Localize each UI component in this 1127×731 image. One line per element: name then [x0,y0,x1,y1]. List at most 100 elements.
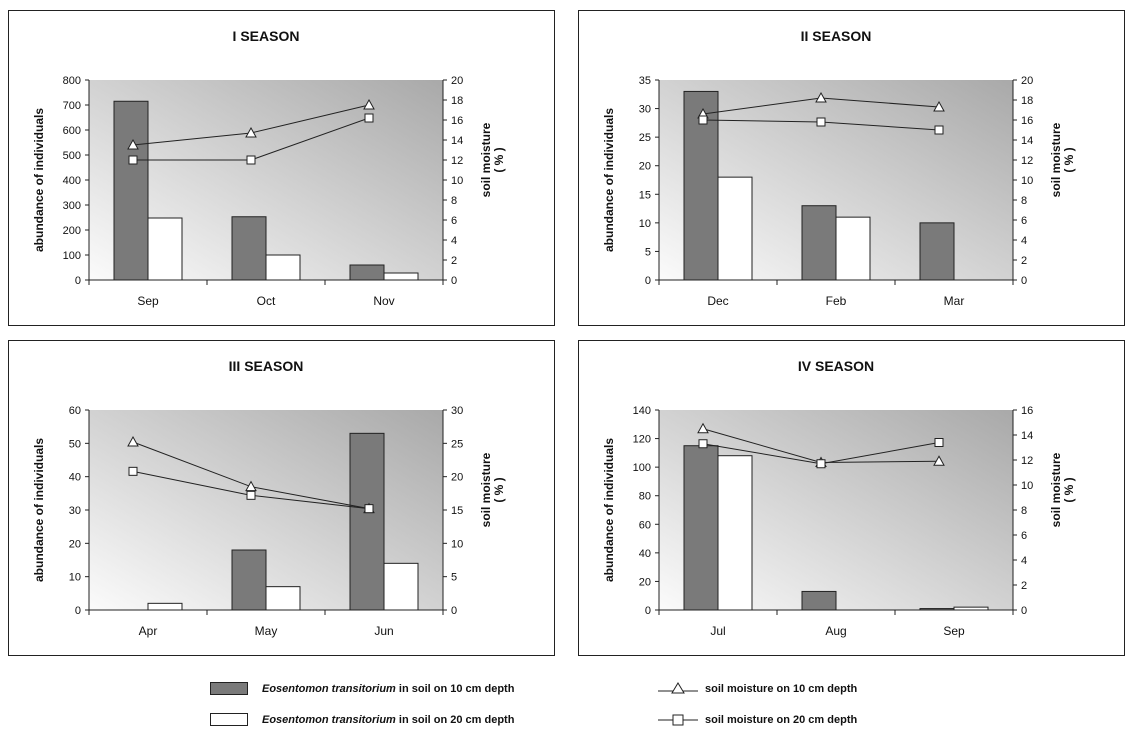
y-tick-label: 20 [639,161,651,173]
chart-title: IV SEASON [798,358,874,374]
bar-10cm [349,264,385,281]
y2-tick-label: 18 [451,95,463,107]
bar-20cm [265,254,301,281]
chart-panel-3: III SEASON 0 10 20 30 40 50 60 0 5 10 15 20 25 30 Apr Ma… [8,340,555,656]
moisture-10cm-point [697,422,709,434]
chart-i-season: I SEASON 0 100 200 300 400 500 600 700 800 0 2 4 6 8 10… [32,28,506,308]
legend-label-bar-10cm: Eosentomon transitorium in soil on 10 cm… [262,683,514,695]
bar-20cm [147,217,183,281]
y-tick-label: 0 [645,605,651,617]
bar-10cm [349,432,385,611]
y2-axis-label: soil moisture [1049,122,1063,197]
moisture-10cm-point [245,126,257,138]
moisture-20cm-point [934,125,944,135]
chart-iii-season: III SEASON 0 10 20 30 40 50 60 0 5 10 15 20 25 30 Apr Ma… [32,358,506,638]
bar-10cm [919,222,955,281]
moisture-10cm-point [815,91,827,103]
bar-20cm [835,216,871,281]
y2-tick-label: 18 [1021,95,1033,107]
y2-tick-label: 14 [1021,135,1033,147]
y-tick-label: 20 [69,538,81,550]
legend-label-moisture-20cm: soil moisture on 20 cm depth [705,714,858,726]
legend-swatch-bar-10cm [210,682,248,695]
y2-tick-label: 20 [1021,75,1033,87]
y2-tick-label: 16 [451,115,463,127]
y2-axis-unit: ( % ) [492,477,506,502]
x-tick-label: Mar [944,294,965,308]
y2-tick-label: 16 [1021,405,1033,417]
y-axis-label: abundance of individuals [602,108,616,252]
y-tick-label: 40 [69,472,81,484]
chart-panel-2: II SEASON 0 5 10 15 20 25 30 35 0 2 4 6 8 10 12 14 16 18 20… [578,10,1125,326]
legend-square-line-icon [658,714,698,726]
y2-tick-label: 12 [1021,455,1033,467]
y-tick-label: 100 [63,250,81,262]
moisture-20cm-point [364,504,374,514]
y2-tick-label: 4 [451,235,457,247]
legend-label-bar-20cm: Eosentomon transitorium in soil on 20 cm… [262,714,514,726]
x-tick-label: Aug [825,624,846,638]
y-tick-label: 100 [633,462,651,474]
x-tick-label: Apr [139,624,158,638]
y-tick-label: 15 [639,189,651,201]
x-tick-label: Dec [707,294,728,308]
y2-tick-label: 2 [451,255,457,267]
y2-tick-label: 6 [451,215,457,227]
y2-axis-label: soil moisture [479,452,493,527]
y-tick-label: 200 [63,225,81,237]
moisture-10cm-point [245,480,257,492]
y2-tick-label: 6 [1021,530,1027,542]
y2-tick-label: 6 [1021,215,1027,227]
legend-label-moisture-10cm: soil moisture on 10 cm depth [705,683,858,695]
y-tick-label: 40 [639,548,651,560]
y2-tick-label: 8 [1021,195,1027,207]
y-tick-label: 30 [69,505,81,517]
x-tick-label: Feb [826,294,847,308]
x-tick-label: Sep [943,624,965,638]
y-tick-label: 0 [75,275,81,287]
moisture-20cm-point [698,439,708,449]
y-tick-label: 800 [63,75,81,87]
y2-tick-label: 15 [451,505,463,517]
legend-species-name: Eosentomon transitorium [262,683,396,695]
y2-axis-label: soil moisture [479,122,493,197]
bar-10cm [231,549,267,611]
bar-10cm [113,100,149,281]
y2-tick-label: 10 [451,175,463,187]
moisture-10cm-point [127,138,139,150]
y-tick-label: 0 [645,275,651,287]
y2-tick-label: 0 [1021,275,1027,287]
chart-iv-season: IV SEASON 0 20 40 60 80 100 120 140 0 2 4 6 8 10 12 14 16… [602,358,1076,638]
legend-text: in soil on 10 cm depth [395,683,515,695]
moisture-10cm-point [933,455,945,466]
chart-legend: Eosentomon transitorium in soil on 10 cm… [0,670,1127,731]
y2-axis-unit: ( % ) [1062,477,1076,502]
bar-10cm [683,445,719,611]
moisture-10cm-point [363,98,375,110]
x-tick-label: May [255,624,278,638]
y-tick-label: 120 [633,434,651,446]
y-tick-label: 400 [63,175,81,187]
bar-20cm [265,586,301,611]
bar-20cm [383,272,419,281]
bar-20cm [383,562,419,611]
y-tick-label: 20 [639,576,651,588]
bar-20cm [147,602,183,611]
x-tick-label: Jun [374,624,393,638]
chart-title: III SEASON [229,358,304,374]
y-tick-label: 30 [639,104,651,116]
y-tick-label: 500 [63,150,81,162]
chart-title: I SEASON [233,28,300,44]
y-tick-label: 80 [639,491,651,503]
y2-tick-label: 30 [451,405,463,417]
chart-panel-4: IV SEASON 0 20 40 60 80 100 120 140 0 2 4 6 8 10 12 14 16… [578,340,1125,656]
y-tick-label: 60 [639,519,651,531]
y2-tick-label: 5 [451,572,457,584]
y2-tick-label: 14 [451,135,463,147]
moisture-10cm-point [933,100,945,112]
y2-tick-label: 4 [1021,235,1027,247]
chart-panel-1: I SEASON 0 100 200 300 400 500 600 700 800 0 2 4 6 8 10… [8,10,555,326]
y2-axis-unit: ( % ) [492,147,506,172]
moisture-20cm-point [364,113,374,123]
y2-tick-label: 20 [451,472,463,484]
